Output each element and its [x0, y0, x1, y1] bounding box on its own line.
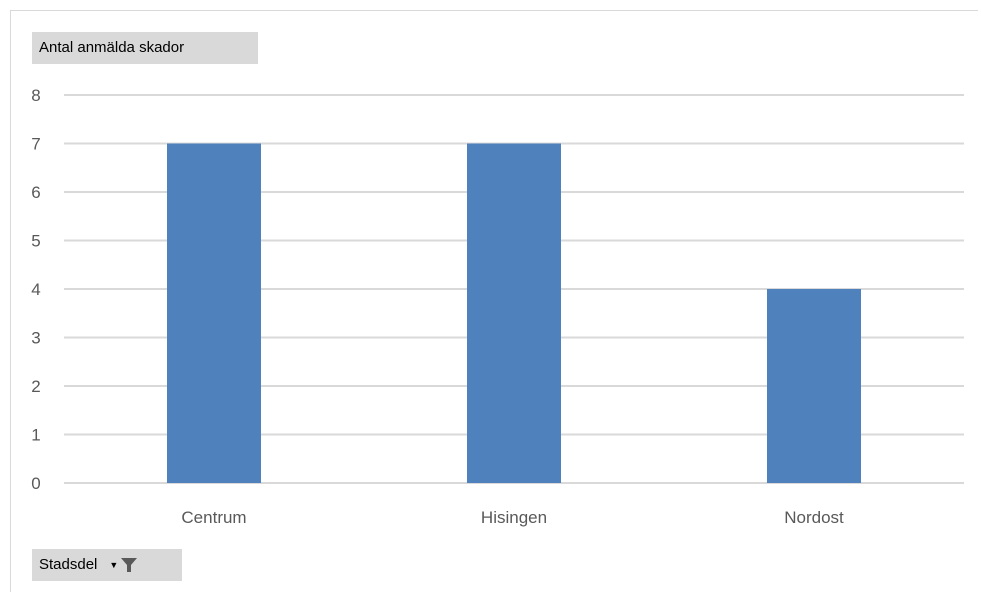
y-tick-label: 0 [31, 474, 40, 493]
y-tick-label: 6 [31, 183, 40, 202]
value-field-label: Antal anmälda skador [39, 39, 185, 56]
y-tick-label: 5 [31, 232, 40, 251]
y-axis-tick-labels: 0 1 2 3 4 5 6 7 8 [31, 86, 40, 493]
x-axis-tick-labels: Centrum Hisingen Nordost [181, 508, 844, 527]
filter-icon[interactable] [120, 556, 138, 574]
x-tick-label: Centrum [181, 508, 246, 527]
value-field-button[interactable]: Antal anmälda skador [32, 32, 258, 64]
x-tick-label: Hisingen [481, 508, 547, 527]
bar-hisingen[interactable] [467, 143, 561, 484]
y-tick-label: 1 [31, 426, 40, 445]
y-tick-label: 3 [31, 329, 40, 348]
axis-field-button[interactable]: Stadsdel ▼ [32, 549, 182, 581]
dropdown-arrow-icon[interactable]: ▼ [109, 560, 119, 570]
y-tick-label: 2 [31, 377, 40, 396]
y-tick-label: 4 [31, 280, 40, 299]
bars [167, 143, 861, 484]
x-tick-label: Nordost [784, 508, 844, 527]
axis-field-label: Stadsdel [39, 556, 98, 573]
y-tick-label: 7 [31, 135, 40, 154]
bar-nordost[interactable] [767, 289, 861, 483]
y-tick-label: 8 [31, 86, 40, 105]
bar-centrum[interactable] [167, 143, 261, 484]
